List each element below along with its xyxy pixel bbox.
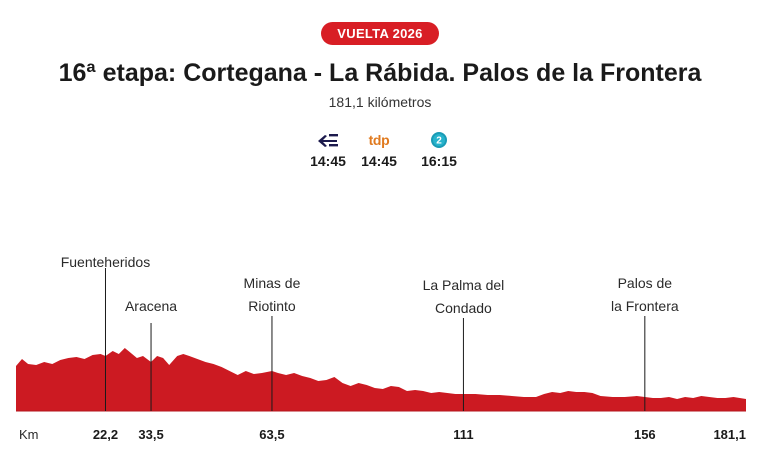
tdp-logo: tdp [368,132,390,148]
broadcast-time: 14:45 [310,153,346,169]
town-label: Palos de [618,275,673,291]
broadcaster-tve2: 2 16:15 [409,130,469,170]
broadcaster-eurosport: 14:45 [298,130,358,170]
stage-distance: 181,1 kilómetros [328,94,432,110]
stage-title: 16ª etapa: Cortegana - La Rábida. Palos … [58,59,702,87]
town-label: la Frontera [611,298,679,314]
broadcaster-tdp: tdp 14:45 [349,130,409,170]
svg-text:2: 2 [436,136,442,147]
town-label: Fuenteheridos [61,254,151,270]
elevation-area [16,348,746,411]
race-badge: VUELTA 2026 [321,22,439,45]
km-tick-label: 63,5 [259,427,284,442]
eurosport-icon [298,130,358,150]
town-label: Aracena [125,298,177,314]
town-label: La Palma del [423,277,505,293]
km-tick-label: 22,2 [93,427,118,442]
broadcast-time: 16:15 [421,153,457,169]
town-label: Condado [435,300,492,316]
town-label: Riotinto [248,298,296,314]
tve2-icon: 2 [409,130,469,150]
town-label: Minas de [244,275,301,291]
broadcast-time: 14:45 [361,153,397,169]
km-tick-label: 111 [453,427,473,442]
finish-distance-label: 181,1 [713,427,746,442]
km-tick-label: 156 [634,427,656,442]
distance-unit-label: Km [19,427,39,442]
km-tick-label: 33,5 [138,427,163,442]
